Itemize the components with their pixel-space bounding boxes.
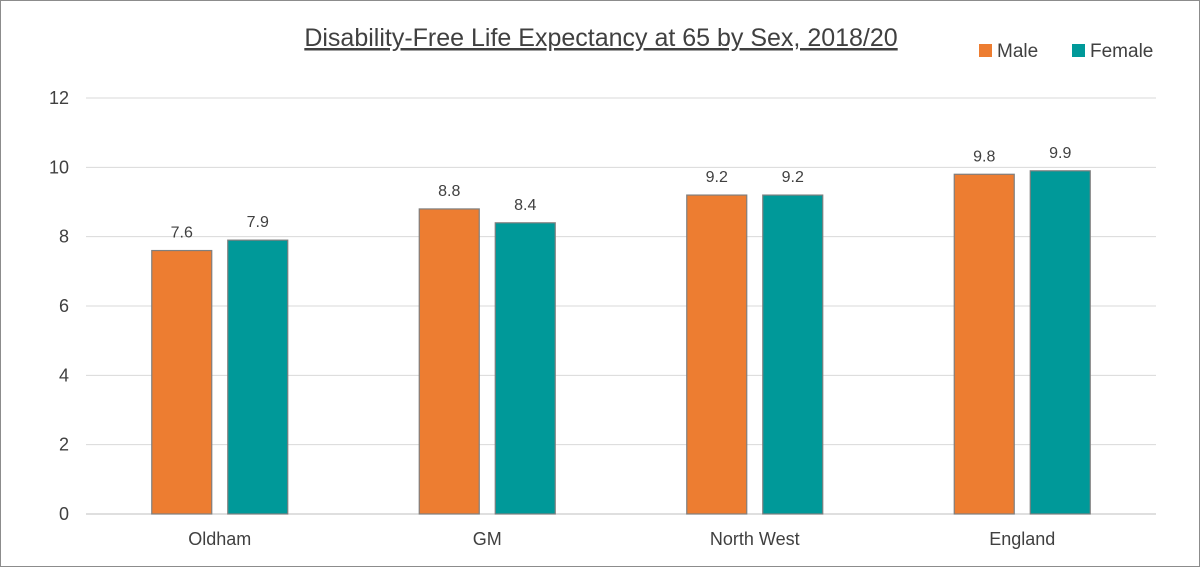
y-tick-label: 10 [49, 157, 69, 177]
x-axis: Oldham GM North West England [188, 529, 1055, 549]
bar-male [151, 249, 213, 515]
bar-female [1029, 170, 1091, 515]
x-category-label: North West [710, 529, 800, 549]
bar-male [953, 173, 1015, 515]
data-label: 8.4 [514, 197, 536, 214]
x-category-label: Oldham [188, 529, 251, 549]
data-label: 9.2 [706, 169, 728, 186]
data-label: 7.9 [247, 214, 269, 231]
bars [151, 170, 1091, 515]
legend: Male Female [979, 41, 1153, 62]
y-tick-label: 4 [59, 365, 69, 385]
y-tick-label: 8 [59, 227, 69, 247]
y-tick-label: 12 [49, 88, 69, 108]
x-category-label: GM [473, 529, 502, 549]
bar-male [686, 194, 748, 515]
data-label: 7.6 [171, 225, 193, 242]
bar-female [227, 239, 289, 515]
y-axis: 0 2 4 6 8 10 12 [49, 88, 69, 524]
y-tick-label: 2 [59, 435, 69, 455]
bar-female [494, 222, 556, 515]
legend-swatch-male [979, 44, 992, 57]
legend-label: Male [997, 41, 1038, 62]
bar-female [762, 194, 824, 515]
data-label: 9.2 [782, 169, 804, 186]
x-category-label: England [989, 529, 1055, 549]
legend-swatch-female [1072, 44, 1085, 57]
data-label: 9.9 [1049, 145, 1071, 162]
y-tick-label: 0 [59, 504, 69, 524]
y-tick-label: 6 [59, 296, 69, 316]
data-labels: 7.6 7.9 8.8 8.4 9.2 9.2 9.8 9.9 [171, 145, 1072, 242]
chart-title: Disability-Free Life Expectancy at 65 by… [304, 24, 897, 52]
bar-male [418, 208, 480, 515]
data-label: 8.8 [438, 183, 460, 200]
data-label: 9.8 [973, 148, 995, 165]
legend-label: Female [1090, 41, 1153, 62]
